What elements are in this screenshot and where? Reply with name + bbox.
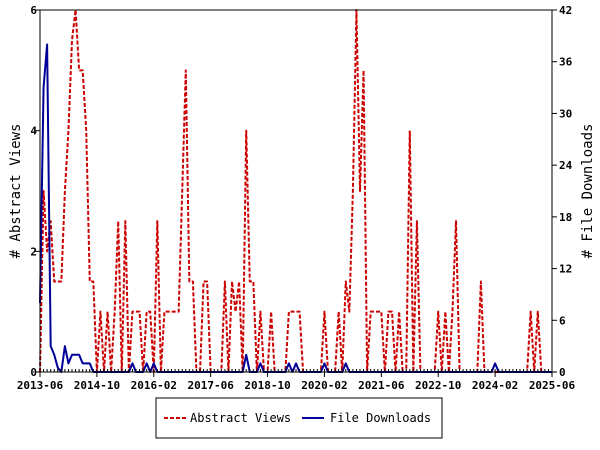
x-tick-label: 2025-06 xyxy=(529,379,576,392)
left-axis-title: # Abstract Views xyxy=(8,124,24,259)
y-right-tick-label: 42 xyxy=(559,4,572,17)
x-tick-label: 2020-02 xyxy=(301,379,347,392)
x-tick-label: 2013-06 xyxy=(17,379,64,392)
x-tick-label: 2017-06 xyxy=(187,379,234,392)
x-tick-label: 2016-02 xyxy=(131,379,177,392)
y-right-tick-label: 6 xyxy=(559,314,566,327)
y-right-tick-label: 18 xyxy=(559,211,572,224)
legend-label-abstract-views: Abstract Views xyxy=(190,411,291,425)
x-tick-label: 2024-02 xyxy=(472,379,518,392)
y-right-tick-label: 30 xyxy=(559,107,572,120)
y-left-tick-label: 0 xyxy=(30,366,37,379)
y-right-tick-label: 24 xyxy=(559,159,573,172)
y-left-tick-label: 4 xyxy=(30,125,37,138)
x-tick-label: 2022-10 xyxy=(415,379,461,392)
legend-label-file-downloads: File Downloads xyxy=(330,411,431,425)
y-left-tick-label: 6 xyxy=(30,4,37,17)
x-tick-label: 2014-10 xyxy=(74,379,120,392)
x-axis: 2013-06 2014-10 2016-02 2017-06 2018-10 2020-… xyxy=(17,369,576,392)
y-right-tick-label: 0 xyxy=(559,366,566,379)
y-right-tick-label: 36 xyxy=(559,56,573,69)
y-axis-left: 0 2 4 6 xyxy=(30,4,40,379)
legend: Abstract Views File Downloads xyxy=(155,397,443,439)
x-tick-label: 2021-06 xyxy=(358,379,405,392)
y-right-tick-label: 12 xyxy=(559,263,572,276)
x-tick-label: 2018-10 xyxy=(244,379,290,392)
legend-box xyxy=(155,397,443,439)
y-axis-right: 0 6 12 18 24 30 36 42 xyxy=(552,4,573,379)
y-left-tick-label: 2 xyxy=(30,245,37,258)
right-axis-title: # File Downloads xyxy=(580,124,596,259)
